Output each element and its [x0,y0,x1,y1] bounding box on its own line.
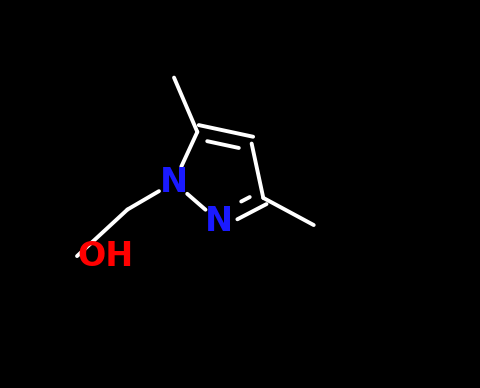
Text: OH: OH [77,239,133,273]
Text: N: N [204,204,233,238]
Text: N: N [160,166,188,199]
